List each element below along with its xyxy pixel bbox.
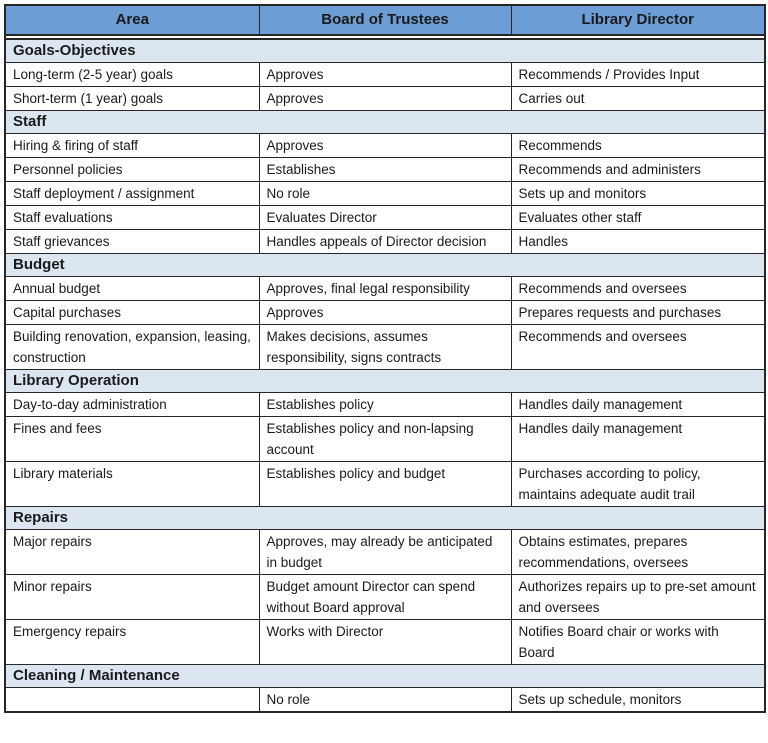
- area-cell: Capital purchases: [4, 300, 260, 325]
- board-of-trustees-cell: Establishes policy and non-lapsing accou…: [258, 416, 512, 462]
- library-director-cell: Sets up schedule, monitors: [510, 687, 766, 713]
- board-of-trustees-cell: Approves: [258, 62, 512, 87]
- area-cell: Staff evaluations: [4, 205, 260, 230]
- board-of-trustees-cell: Approves: [258, 300, 512, 325]
- board-of-trustees-cell: Budget amount Director can spend without…: [258, 574, 512, 620]
- table-row: Day-to-day administration Establishes pol…: [4, 392, 766, 417]
- document-page: Area Board of Trustees Library Director …: [4, 4, 766, 713]
- table-row: Hiring & firing of staff Approves Recommen…: [4, 133, 766, 158]
- board-of-trustees-cell: Makes decisions, assumes responsibility,…: [258, 324, 512, 370]
- table-row: Personnel policies Establishes Recommends …: [4, 157, 766, 182]
- section-title: Repairs: [4, 506, 766, 530]
- table-row: Emergency repairs Works with Director Noti…: [4, 619, 766, 665]
- table-row: Building renovation, expansion, leasing,…: [4, 324, 766, 370]
- board-of-trustees-cell: Establishes policy: [258, 392, 512, 417]
- library-director-cell: Carries out: [510, 86, 766, 111]
- board-of-trustees-cell: Approves: [258, 133, 512, 158]
- table-row: Major repairs Approves, may already be an…: [4, 529, 766, 575]
- section-title: Staff: [4, 110, 766, 134]
- section-row: Library Operation: [4, 369, 766, 393]
- board-of-trustees-cell: Handles appeals of Director decision: [258, 229, 512, 254]
- library-director-cell: Handles: [510, 229, 766, 254]
- library-director-cell: Recommends: [510, 133, 766, 158]
- library-director-cell: Sets up and monitors: [510, 181, 766, 206]
- library-director-cell: Purchases according to policy, maintains…: [510, 461, 766, 507]
- section-title: Library Operation: [4, 369, 766, 393]
- section-row: Staff: [4, 110, 766, 134]
- table-row: Library materials Establishes policy and …: [4, 461, 766, 507]
- library-director-cell: Obtains estimates, prepares recommendati…: [510, 529, 766, 575]
- area-cell: Emergency repairs: [4, 619, 260, 665]
- board-of-trustees-cell: Approves: [258, 86, 512, 111]
- section-row: Budget: [4, 253, 766, 277]
- area-cell: Fines and fees: [4, 416, 260, 462]
- library-director-cell: Recommends / Provides Input: [510, 62, 766, 87]
- area-cell: Staff grievances: [4, 229, 260, 254]
- area-cell: Short-term (1 year) goals: [4, 86, 260, 111]
- board-of-trustees-cell: No role: [258, 181, 512, 206]
- board-of-trustees-cell: Evaluates Director: [258, 205, 512, 230]
- board-of-trustees-cell: Approves, may already be anticipated in …: [258, 529, 512, 575]
- table-row: Short-term (1 year) goals Approves Carries…: [4, 86, 766, 111]
- area-cell: Personnel policies: [4, 157, 260, 182]
- section-title: Goals-Objectives: [4, 38, 766, 63]
- column-header-board-of-trustees: Board of Trustees: [258, 4, 512, 36]
- board-of-trustees-cell: Establishes: [258, 157, 512, 182]
- board-of-trustees-cell: No role: [258, 687, 512, 713]
- area-cell: Library materials: [4, 461, 260, 507]
- library-director-cell: Recommends and administers: [510, 157, 766, 182]
- area-cell: Staff deployment / assignment: [4, 181, 260, 206]
- library-director-cell: Recommends and oversees: [510, 324, 766, 370]
- area-cell: Major repairs: [4, 529, 260, 575]
- area-cell: Hiring & firing of staff: [4, 133, 260, 158]
- header-row: Area Board of Trustees Library Director: [4, 4, 766, 36]
- library-director-cell: Handles daily management: [510, 416, 766, 462]
- library-director-cell: Notifies Board chair or works with Board: [510, 619, 766, 665]
- table-row: Annual budget Approves, final legal respo…: [4, 276, 766, 301]
- table-header: Area Board of Trustees Library Director: [4, 4, 766, 40]
- area-cell: [4, 687, 260, 713]
- area-cell: Annual budget: [4, 276, 260, 301]
- area-cell: Day-to-day administration: [4, 392, 260, 417]
- section-row: Goals-Objectives: [4, 38, 766, 63]
- section-title: Budget: [4, 253, 766, 277]
- table-row: No role Sets up schedule, monitors: [4, 687, 766, 713]
- section-row: Repairs: [4, 506, 766, 530]
- column-header-area: Area: [4, 4, 260, 36]
- responsibilities-table: Area Board of Trustees Library Director …: [4, 4, 766, 713]
- table-row: Staff grievances Handles appeals of Direc…: [4, 229, 766, 254]
- section-row: Cleaning / Maintenance: [4, 664, 766, 688]
- table-row: Staff deployment / assignment No role Sets…: [4, 181, 766, 206]
- table-row: Fines and fees Establishes policy and non…: [4, 416, 766, 462]
- library-director-cell: Prepares requests and purchases: [510, 300, 766, 325]
- board-of-trustees-cell: Works with Director: [258, 619, 512, 665]
- library-director-cell: Authorizes repairs up to pre-set amount …: [510, 574, 766, 620]
- table-row: Staff evaluations Evaluates Director Evalu…: [4, 205, 766, 230]
- table-row: Long-term (2-5 year) goals Approves Recomm…: [4, 62, 766, 87]
- area-cell: Minor repairs: [4, 574, 260, 620]
- table-row: Capital purchases Approves Prepares reques…: [4, 300, 766, 325]
- library-director-cell: Evaluates other staff: [510, 205, 766, 230]
- section-title: Cleaning / Maintenance: [4, 664, 766, 688]
- library-director-cell: Handles daily management: [510, 392, 766, 417]
- area-cell: Long-term (2-5 year) goals: [4, 62, 260, 87]
- table-body: Goals-Objectives Long-term (2-5 year) goa…: [4, 38, 766, 713]
- header-spacer-row: [4, 34, 766, 40]
- header-spacer: [4, 34, 766, 40]
- board-of-trustees-cell: Approves, final legal responsibility: [258, 276, 512, 301]
- library-director-cell: Recommends and oversees: [510, 276, 766, 301]
- board-of-trustees-cell: Establishes policy and budget: [258, 461, 512, 507]
- area-cell: Building renovation, expansion, leasing,…: [4, 324, 260, 370]
- column-header-library-director: Library Director: [510, 4, 766, 36]
- table-row: Minor repairs Budget amount Director can …: [4, 574, 766, 620]
